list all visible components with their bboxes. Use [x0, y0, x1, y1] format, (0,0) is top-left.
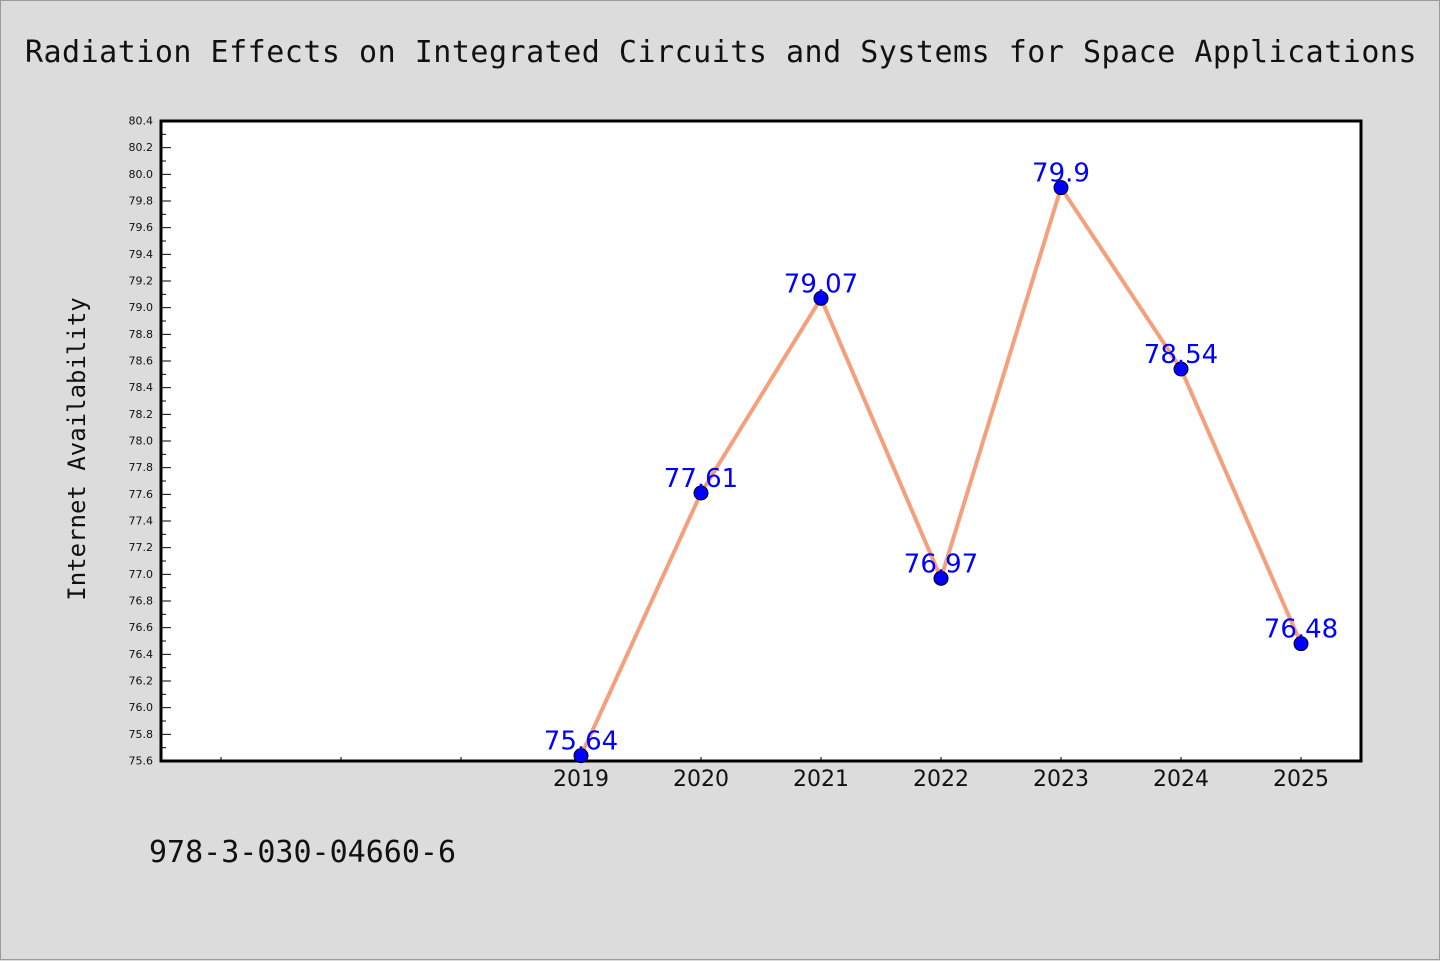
y-tick-label: 77.8 — [129, 461, 154, 474]
y-tick-label: 77.0 — [129, 568, 154, 581]
data-point — [933, 570, 949, 586]
y-tick-label: 79.6 — [129, 221, 154, 234]
y-tick-label: 78.0 — [129, 435, 154, 448]
isbn-text: 978-3-030-04660-6 — [149, 835, 457, 870]
y-tick-label: 80.2 — [129, 141, 154, 154]
data-label: 79.9 — [1032, 159, 1090, 189]
plot-frame — [159, 119, 1363, 763]
data-label: 79.07 — [784, 269, 858, 299]
plot-area — [161, 121, 1361, 761]
x-tick-label: 2024 — [1153, 767, 1209, 792]
y-tick-label: 77.2 — [129, 541, 154, 554]
y-tick-label: 78.4 — [129, 381, 154, 394]
y-tick-label: 80.0 — [129, 168, 154, 181]
data-label: 78.54 — [1144, 340, 1218, 370]
data-label: 75.64 — [544, 727, 618, 757]
y-tick-label: 75.8 — [129, 728, 154, 741]
data-label: 76.48 — [1264, 615, 1338, 645]
x-tick-label: 2019 — [553, 767, 609, 792]
data-point — [813, 290, 829, 306]
y-tick-label: 78.8 — [129, 328, 154, 341]
data-point — [1053, 180, 1069, 196]
data-point — [693, 485, 709, 501]
y-tick-label: 76.2 — [129, 675, 154, 688]
y-tick-label: 76.0 — [129, 701, 154, 714]
data-point — [1293, 636, 1309, 652]
y-tick-label: 78.2 — [129, 408, 154, 421]
x-tick-label: 2023 — [1033, 767, 1089, 792]
x-tick-label: 2020 — [673, 767, 729, 792]
y-tick-label: 76.6 — [129, 621, 154, 634]
data-point — [573, 748, 589, 764]
x-tick-label: 2021 — [793, 767, 849, 792]
y-tick-label: 79.2 — [129, 275, 154, 288]
data-label: 76.97 — [904, 549, 978, 579]
y-tick-label: 75.6 — [129, 755, 154, 768]
y-tick-label: 80.4 — [129, 115, 154, 128]
y-tick-label: 79.0 — [129, 301, 154, 314]
y-tick-label: 76.8 — [129, 595, 154, 608]
y-tick-label: 79.8 — [129, 195, 154, 208]
x-tick-label: 2025 — [1273, 767, 1329, 792]
y-tick-label: 78.6 — [129, 355, 154, 368]
y-tick-label: 77.4 — [129, 515, 154, 528]
x-tick-label: 2022 — [913, 767, 969, 792]
data-point — [1173, 361, 1189, 377]
chart-title: Radiation Effects on Integrated Circuits… — [24, 35, 1418, 70]
data-label: 77.61 — [664, 464, 738, 494]
y-tick-label: 77.6 — [129, 488, 154, 501]
y-tick-label: 76.4 — [129, 648, 154, 661]
y-tick-label: 79.4 — [129, 248, 154, 261]
